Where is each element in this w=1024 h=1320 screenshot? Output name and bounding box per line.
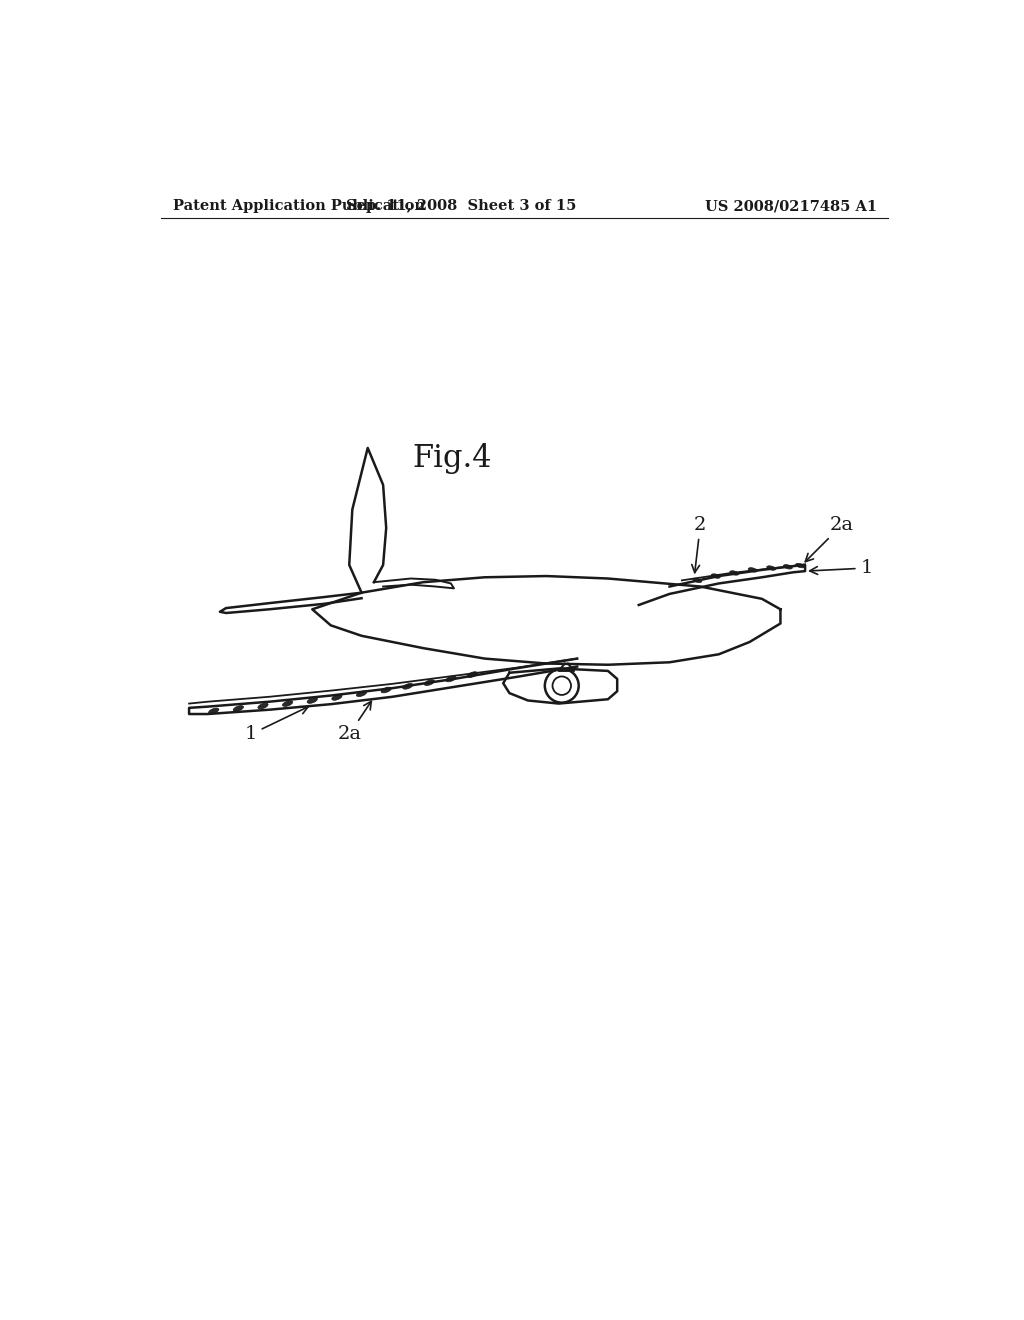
Ellipse shape <box>712 574 720 578</box>
Ellipse shape <box>749 568 757 572</box>
Ellipse shape <box>796 564 805 568</box>
Text: 2: 2 <box>692 516 707 573</box>
Text: 2a: 2a <box>805 516 854 562</box>
Text: 1: 1 <box>810 560 872 577</box>
Ellipse shape <box>467 672 477 677</box>
Text: Sep. 11, 2008  Sheet 3 of 15: Sep. 11, 2008 Sheet 3 of 15 <box>346 199 577 213</box>
Text: US 2008/0217485 A1: US 2008/0217485 A1 <box>706 199 878 213</box>
Ellipse shape <box>283 701 293 706</box>
Ellipse shape <box>424 680 434 685</box>
Ellipse shape <box>233 706 244 711</box>
Ellipse shape <box>356 690 367 697</box>
Ellipse shape <box>402 684 413 689</box>
Ellipse shape <box>258 704 268 709</box>
Ellipse shape <box>307 698 317 704</box>
Text: 2a: 2a <box>337 701 372 743</box>
Ellipse shape <box>445 676 456 681</box>
Ellipse shape <box>332 694 342 700</box>
Ellipse shape <box>381 688 391 693</box>
Ellipse shape <box>730 570 738 576</box>
Ellipse shape <box>209 708 219 714</box>
Ellipse shape <box>767 566 776 570</box>
Ellipse shape <box>693 578 701 582</box>
Text: 1: 1 <box>245 706 308 743</box>
Text: Patent Application Publication: Patent Application Publication <box>173 199 425 213</box>
Text: Fig.4: Fig.4 <box>413 444 493 474</box>
Ellipse shape <box>783 565 793 569</box>
